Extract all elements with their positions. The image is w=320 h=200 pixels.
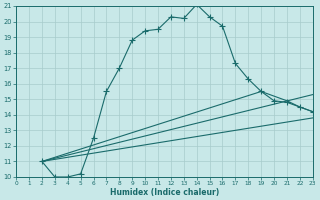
X-axis label: Humidex (Indice chaleur): Humidex (Indice chaleur) (110, 188, 219, 197)
